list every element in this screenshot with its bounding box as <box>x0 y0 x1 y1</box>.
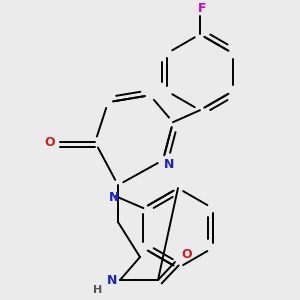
Text: H: H <box>93 285 103 295</box>
Text: O: O <box>45 136 56 149</box>
Text: N: N <box>107 274 117 286</box>
Text: N: N <box>109 190 119 204</box>
Text: O: O <box>182 248 192 261</box>
Text: F: F <box>198 2 206 15</box>
Text: N: N <box>164 158 174 171</box>
